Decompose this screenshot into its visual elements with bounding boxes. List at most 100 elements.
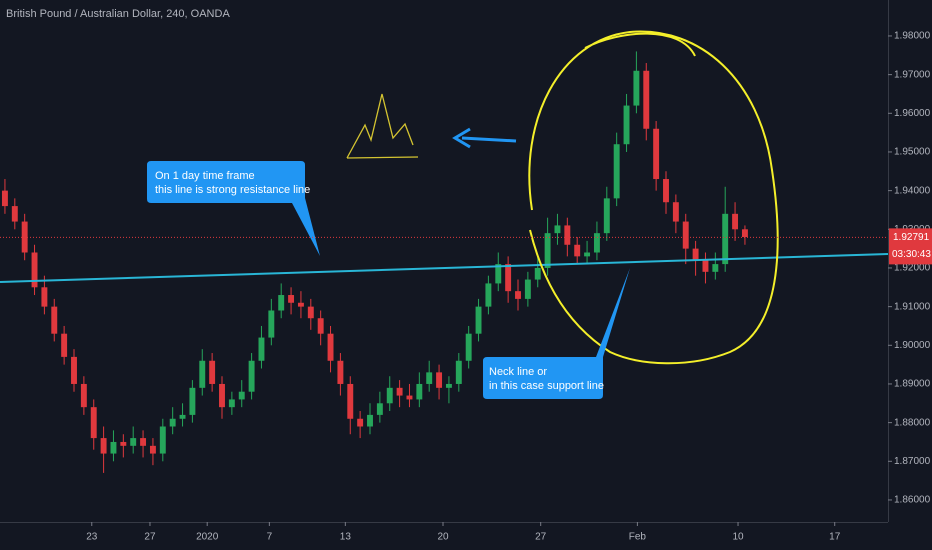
y-tick-label: 1.92000 <box>894 263 931 274</box>
candle-body <box>643 70 650 129</box>
y-tick-label: 1.94000 <box>894 185 931 196</box>
callout <box>147 161 320 256</box>
candle-body <box>554 225 561 234</box>
candle-body <box>51 306 58 334</box>
x-tick-label: 27 <box>535 532 547 543</box>
candle-body <box>140 438 147 446</box>
candle-body <box>179 414 186 419</box>
last-price-label: 1.92791 <box>893 232 930 243</box>
candle-body <box>297 302 304 307</box>
candle-body <box>100 438 107 454</box>
last-price-box <box>889 228 932 265</box>
candle-body <box>386 387 393 404</box>
candle-body <box>80 383 87 408</box>
arrow-line <box>461 136 517 143</box>
x-tick-label: 10 <box>732 532 744 543</box>
candle-body <box>61 333 68 357</box>
callout-text: in this case support line <box>489 380 604 392</box>
candle-body <box>159 426 166 454</box>
candle-body <box>455 360 462 384</box>
candle-body <box>633 70 640 106</box>
candle-body <box>495 264 502 284</box>
candle-body <box>416 383 423 400</box>
candle-body <box>712 264 719 272</box>
candle-body <box>337 360 344 384</box>
candle-body <box>653 128 660 180</box>
callout <box>483 268 630 399</box>
y-tick-label: 1.91000 <box>894 301 931 312</box>
candle-body <box>149 445 156 454</box>
candle-body <box>317 318 324 334</box>
candle-body <box>741 229 748 238</box>
x-tick-label: 17 <box>829 532 841 543</box>
candle-body <box>574 244 581 257</box>
candles <box>1 51 748 473</box>
candle-body <box>436 372 443 388</box>
candle-body <box>130 438 137 446</box>
candle-body <box>534 267 541 280</box>
x-tick-label: 23 <box>86 532 98 543</box>
candle-body <box>426 372 433 384</box>
candle-body <box>110 441 117 454</box>
candle-body <box>120 441 127 446</box>
candle-body <box>347 383 354 419</box>
candle-body <box>357 418 364 427</box>
y-tick-label: 1.86000 <box>894 495 931 506</box>
candle-body <box>238 391 245 400</box>
countdown-label: 03:30:43 <box>892 249 931 260</box>
y-tick-label: 1.98000 <box>894 31 931 42</box>
candle-body <box>288 295 295 303</box>
candle-body <box>544 233 551 268</box>
candle-body <box>41 287 48 307</box>
x-tick-label: 27 <box>144 532 156 543</box>
candle-body <box>367 414 373 427</box>
candle-body <box>199 360 206 388</box>
candle-body <box>564 225 571 245</box>
candle-body <box>603 198 610 234</box>
x-tick-label: 7 <box>267 532 273 543</box>
candle-body <box>732 213 739 230</box>
candle-body <box>396 387 403 396</box>
candle-body <box>623 105 630 145</box>
candle-body <box>278 295 285 311</box>
candle-body <box>189 387 196 415</box>
candle-body <box>169 418 176 427</box>
y-tick-label: 1.95000 <box>894 147 931 158</box>
candle-body <box>663 179 669 203</box>
candle-body <box>228 399 235 408</box>
candle-body <box>445 383 452 388</box>
x-tick-label: 20 <box>437 532 449 543</box>
candle-body <box>307 306 314 319</box>
callout-text: Neck line or <box>489 366 547 378</box>
candle-body <box>406 395 413 400</box>
candle-body <box>11 206 18 222</box>
callout-text: On 1 day time frame <box>155 170 255 182</box>
candle-body <box>268 310 275 338</box>
highlight-circle <box>528 30 779 365</box>
candle-body <box>485 283 492 307</box>
arrow-head <box>452 127 471 149</box>
candle-body <box>71 356 77 384</box>
candle-body <box>209 360 216 384</box>
candle-body <box>584 252 591 257</box>
candle-body <box>505 264 512 292</box>
candle-body <box>593 233 600 253</box>
pattern-sketch <box>346 93 419 159</box>
y-tick-label: 1.96000 <box>894 108 931 119</box>
x-tick-label: 13 <box>340 532 352 543</box>
candle-body <box>722 213 729 265</box>
candle-body <box>258 337 265 361</box>
y-tick-label: 1.88000 <box>894 417 931 428</box>
y-tick-label: 1.87000 <box>894 456 931 467</box>
callout-text: this line is strong resistance line <box>155 184 310 196</box>
candle-body <box>248 360 255 392</box>
axes: 1.86000 1.87000 1.88000 1.89000 1.90000 1.910… <box>0 31 932 543</box>
trend-line <box>0 253 889 283</box>
candle-body <box>524 279 531 299</box>
candle-body <box>219 383 225 408</box>
candle-body <box>1 190 8 207</box>
candle-body <box>515 291 521 299</box>
y-tick-label: 1.97000 <box>894 69 931 80</box>
candle-body <box>682 221 689 249</box>
